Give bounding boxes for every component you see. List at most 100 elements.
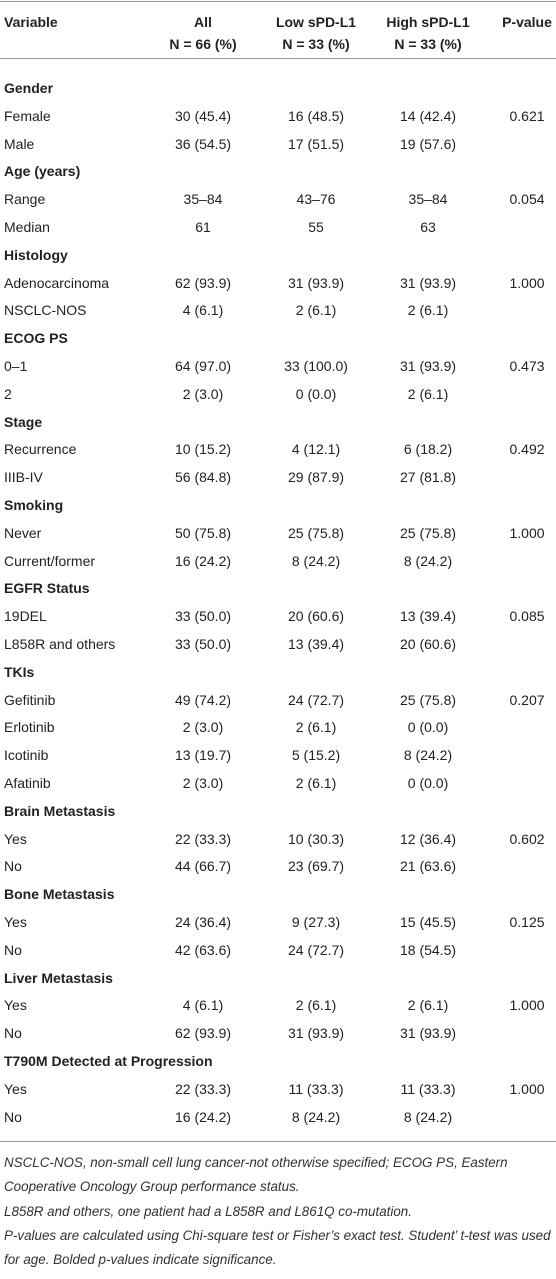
cell: 6 (18.2) (403, 441, 453, 458)
section-title: EGFR Status (4, 580, 90, 597)
cell: 0.492 (509, 441, 545, 458)
row-label: Yes (4, 914, 27, 930)
section-title: Histology (4, 246, 68, 263)
header-title: All (194, 14, 212, 30)
row-label: 0–1 (4, 358, 28, 374)
cell: 10 (30.3) (287, 830, 345, 847)
header-subtitle: N = 33 (%) (282, 36, 350, 52)
row-label: Male (4, 135, 35, 152)
cell: 0 (0.0) (295, 385, 337, 402)
cell: 2 (3.0) (182, 719, 224, 736)
cell: 12 (36.4) (399, 830, 457, 847)
header-subtitle: N = 33 (%) (394, 36, 462, 52)
row-label: Yes (4, 1080, 27, 1097)
cell: 4 (12.1) (291, 441, 341, 458)
row-label: Median (4, 219, 50, 235)
row-label: Gefitinib (4, 691, 56, 708)
cell: 24 (36.4) (174, 914, 232, 930)
cell: 8 (24.2) (403, 747, 453, 764)
cell: 31 (93.9) (399, 1025, 457, 1042)
cell: 2 (6.1) (295, 719, 337, 736)
cell: 11 (33.3) (400, 1080, 456, 1097)
row-label: Never (4, 524, 42, 541)
cell: 10 (15.2) (174, 441, 232, 458)
header-title: Low sPD-L1 (275, 14, 357, 30)
cell: 0.125 (509, 914, 545, 930)
cell: 22 (33.3) (174, 1080, 232, 1097)
cell: 24 (72.7) (287, 691, 345, 708)
cell: 25 (75.8) (399, 691, 457, 708)
cell: 2 (6.1) (407, 385, 449, 402)
cell: 2 (6.1) (407, 997, 449, 1014)
row-label: NSCLC-NOS (4, 302, 87, 319)
cell: 62 (93.9) (174, 274, 232, 291)
cell: 4 (6.1) (182, 302, 224, 319)
cell: 1.000 (509, 524, 545, 541)
cell: 0.054 (509, 191, 545, 208)
cell: 27 (81.8) (399, 469, 457, 486)
row-label: Icotinib (4, 747, 49, 764)
cell: 1.000 (509, 1080, 545, 1097)
cell: 31 (93.9) (399, 358, 457, 374)
cell: 21 (63.6) (399, 858, 457, 875)
cell: 16 (48.5) (287, 107, 345, 124)
cell: 16 (24.2) (174, 552, 232, 569)
cell: 2 (6.1) (407, 302, 449, 319)
cell: 33 (50.0) (174, 608, 232, 625)
cell: 8 (24.2) (291, 1108, 341, 1125)
row-label: No (4, 1025, 22, 1042)
section-title: Brain Metastasis (4, 802, 116, 819)
cell: 0.085 (509, 608, 545, 625)
cell: 8 (24.2) (291, 552, 341, 569)
cell: 0.207 (509, 691, 545, 708)
cell: 29 (87.9) (287, 469, 345, 486)
row-label: No (4, 858, 22, 875)
cell: 63 (420, 219, 436, 235)
cell: 44 (66.7) (174, 858, 232, 875)
section-title: Smoking (4, 497, 64, 513)
cell: 13 (39.4) (399, 608, 457, 625)
section-title: Gender (4, 80, 54, 96)
cell: 18 (54.5) (399, 941, 457, 958)
header-p-value: P-value (502, 14, 552, 30)
row-label: Erlotinib (4, 719, 55, 736)
cell: 56 (84.8) (174, 469, 232, 486)
footnotes: NSCLC-NOS, non-small cell lung cancer-no… (4, 1151, 552, 1272)
section-title: ECOG PS (4, 330, 68, 347)
cell: 13 (39.4) (287, 636, 345, 652)
cell: 1.000 (509, 997, 545, 1014)
cell: 55 (308, 219, 324, 235)
row-label: Recurrence (4, 441, 77, 458)
header-rule (0, 58, 556, 59)
cell: 30 (45.4) (174, 107, 232, 124)
cell: 0.602 (509, 830, 545, 847)
section-title: Age (years) (4, 163, 81, 180)
cell: 2 (6.1) (295, 302, 337, 319)
header-title: High sPD-L1 (386, 14, 470, 30)
cell: 61 (195, 219, 211, 235)
cell: 43–76 (296, 191, 336, 208)
cell: 1.000 (509, 274, 545, 291)
top-rule (0, 1, 556, 2)
row-label: 19DEL (4, 608, 47, 625)
cell: 49 (74.2) (174, 691, 232, 708)
cell: 8 (24.2) (403, 1108, 453, 1125)
section-title: T790M Detected at Progression (4, 1053, 213, 1069)
cell: 14 (42.4) (399, 107, 457, 124)
row-label: Yes (4, 830, 27, 847)
cell: 31 (93.9) (287, 1025, 345, 1042)
footnote: NSCLC-NOS, non-small cell lung cancer-no… (4, 1155, 508, 1195)
section-title: Stage (4, 413, 43, 430)
row-label: Adenocarcinoma (4, 274, 110, 291)
cell: 2 (3.0) (182, 385, 224, 402)
cell: 13 (19.7) (174, 747, 232, 764)
cell: 17 (51.5) (287, 135, 345, 152)
cell: 9 (27.3) (291, 914, 341, 930)
header-subtitle: N = 66 (%) (169, 36, 237, 52)
cell: 50 (75.8) (174, 524, 232, 541)
cell: 62 (93.9) (174, 1025, 232, 1042)
row-label: No (4, 941, 22, 958)
cell: 24 (72.7) (287, 941, 345, 958)
cell: 0 (0.0) (407, 775, 449, 791)
